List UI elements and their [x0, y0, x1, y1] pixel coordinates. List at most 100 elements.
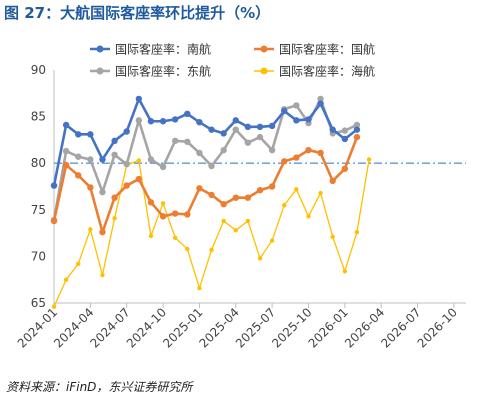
data-point-china [341, 165, 349, 172]
data-point-china [159, 213, 167, 220]
data-point-south [329, 126, 336, 133]
data-point-east [341, 127, 349, 134]
legend-bg [246, 61, 396, 81]
legend-swatch-marker [260, 45, 268, 53]
data-point-china [147, 199, 155, 206]
legend-swatch-marker [96, 67, 104, 75]
data-point-east [208, 162, 215, 170]
data-point-east [159, 163, 167, 171]
data-point-china [171, 210, 179, 217]
data-point-east [220, 146, 227, 154]
data-point-south [135, 95, 143, 103]
data-point-south [159, 118, 167, 125]
data-point-south [341, 135, 349, 143]
data-point-hainan [197, 285, 202, 291]
data-point-south [281, 107, 288, 115]
data-point-east [123, 160, 130, 168]
data-point-south [317, 100, 324, 107]
data-point-east [87, 156, 94, 163]
data-point-south [268, 122, 276, 130]
data-point-south [293, 117, 300, 124]
data-point-china [75, 172, 82, 179]
legend-swatch-marker [260, 67, 268, 75]
legend-label: 国际客座率：国航 [279, 42, 375, 57]
data-point-east [353, 121, 361, 129]
y-tick-label: 90 [31, 63, 46, 77]
data-point-south [87, 131, 94, 138]
data-point-hainan [245, 218, 251, 224]
data-point-china [256, 187, 264, 194]
data-point-hainan [148, 233, 154, 239]
data-point-hainan [269, 238, 275, 243]
data-point-east [135, 117, 143, 124]
data-point-hainan [354, 229, 360, 235]
y-tick-label: 80 [31, 156, 46, 170]
data-point-china [317, 149, 324, 157]
data-point-china [87, 184, 94, 191]
data-point-china [353, 133, 361, 141]
data-point-hainan [76, 261, 81, 267]
legend-label: 国际客座率：海航 [279, 64, 375, 79]
data-point-china [208, 191, 215, 199]
data-point-china [220, 201, 227, 208]
data-point-east [232, 126, 239, 133]
x-tick-label: 2026-10 [415, 305, 460, 350]
data-point-south [353, 126, 361, 133]
data-point-hainan [221, 218, 226, 224]
data-point-south [208, 126, 215, 133]
data-point-south [147, 118, 155, 125]
data-point-china [293, 154, 300, 161]
data-point-china [232, 194, 239, 201]
data-point-east [184, 138, 191, 145]
legend-swatch-marker [96, 45, 104, 53]
series-lines [50, 95, 372, 309]
data-point-south [256, 123, 264, 131]
data-point-china [281, 158, 288, 165]
data-point-hainan [112, 215, 117, 221]
data-point-hainan [209, 247, 214, 253]
data-point-hainan [342, 269, 348, 274]
legend-bg [246, 39, 396, 59]
axes: 6570758085902024-012024-042024-072024-10… [15, 63, 466, 351]
data-point-hainan [306, 214, 311, 219]
data-point-china [196, 185, 203, 192]
data-point-south [99, 156, 106, 163]
series-line-south [52, 97, 358, 186]
data-point-south [184, 110, 191, 118]
data-point-hainan [172, 235, 178, 240]
source-note: 资料来源：iFinD，东兴证券研究所 [6, 380, 193, 394]
data-point-south [111, 137, 118, 145]
data-point-east [75, 153, 82, 160]
y-tick-label: 75 [31, 203, 46, 217]
y-tick-label: 65 [31, 296, 46, 310]
legend-label: 国际客座率：东航 [115, 64, 211, 79]
data-point-south [220, 130, 227, 137]
data-point-china [99, 228, 106, 236]
data-point-south [244, 123, 252, 131]
legend-bg [82, 61, 232, 81]
data-point-hainan [366, 157, 372, 162]
data-point-south [50, 182, 58, 189]
data-point-east [147, 156, 155, 163]
data-point-south [62, 121, 70, 129]
data-point-east [62, 147, 70, 155]
data-point-hainan [257, 256, 263, 261]
data-point-east [268, 146, 276, 154]
data-point-hainan [136, 158, 142, 163]
data-point-china [111, 194, 118, 201]
data-point-east [196, 149, 203, 157]
y-tick-label: 70 [31, 249, 46, 263]
data-point-hainan [88, 227, 93, 232]
data-point-hainan [294, 187, 299, 192]
data-point-china [123, 182, 130, 189]
data-point-hainan [330, 234, 335, 240]
data-point-east [99, 188, 106, 196]
data-point-hainan [51, 304, 57, 309]
data-point-hainan [63, 277, 69, 282]
data-point-east [293, 102, 300, 109]
data-point-china [329, 177, 336, 185]
y-tick-label: 85 [31, 110, 46, 124]
data-point-east [317, 95, 324, 103]
